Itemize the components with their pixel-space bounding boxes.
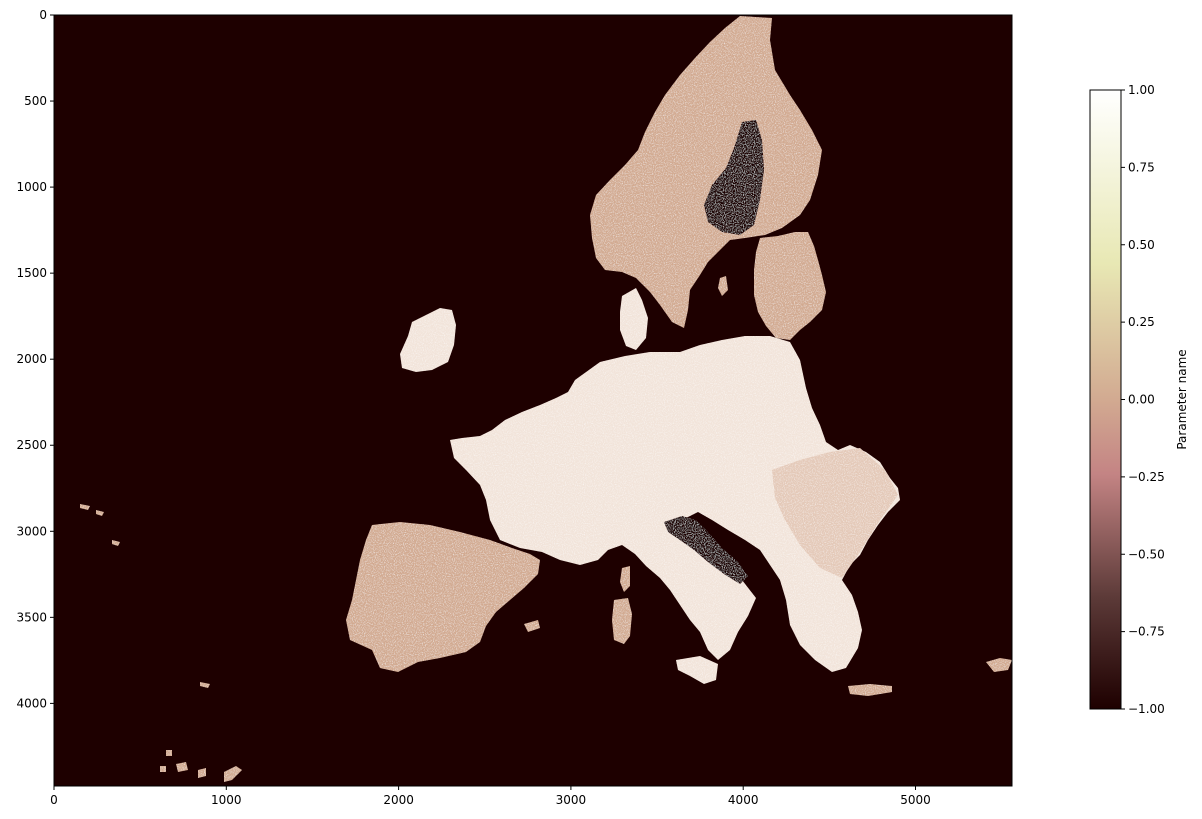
- colorbar-label: Parameter name: [1175, 349, 1189, 449]
- y-tick-label: 1000: [16, 180, 47, 194]
- landmass-baltic-island: [718, 276, 728, 296]
- landmass-madeira: [200, 682, 210, 688]
- colorbar-tick-label: 0.25: [1128, 315, 1155, 329]
- colorbar-ticks: 1.00 0.75 0.50 0.25 0.00 −0.25 −0.50 −0.75 −1.00: [1121, 83, 1165, 716]
- landmass-crete: [848, 684, 892, 696]
- landmass-iberia: [346, 522, 540, 672]
- x-tick-label: 1000: [211, 793, 242, 807]
- landmass-balearic: [524, 620, 540, 632]
- landmass-azores-4: [166, 750, 172, 756]
- landmass-azores-2: [96, 510, 104, 516]
- landmass-scandinavia: [590, 16, 822, 328]
- y-tick-label: 2500: [16, 438, 47, 452]
- y-tick-label: 0: [39, 8, 47, 22]
- landmass-sardinia: [612, 598, 632, 644]
- y-tick-label: 500: [24, 94, 47, 108]
- water-gulf-of-bothnia: [704, 120, 764, 235]
- colorbar-tick-label: −1.00: [1128, 702, 1165, 716]
- colorbar-tick-label: −0.50: [1128, 547, 1165, 561]
- water-adriatic: [664, 516, 748, 584]
- y-tick-label: 1500: [16, 266, 47, 280]
- landmass-corsica: [620, 566, 630, 592]
- colorbar-tick-label: 1.00: [1128, 83, 1155, 97]
- x-tick-label: 4000: [728, 793, 759, 807]
- x-tick-label: 5000: [900, 793, 931, 807]
- y-tick-label: 2000: [16, 352, 47, 366]
- landmass-canary-4: [160, 766, 166, 772]
- landmass-azores-1: [80, 504, 90, 510]
- landmass-denmark: [620, 288, 648, 350]
- landmass-continental-europe: [450, 336, 900, 672]
- y-tick-label: 3000: [16, 524, 47, 538]
- landmass-sicily: [676, 656, 718, 684]
- colorbar-tick-label: 0.00: [1128, 393, 1155, 407]
- colorbar: [1089, 89, 1122, 710]
- x-axis: 0 1000 2000 3000 4000 5000: [50, 786, 931, 807]
- y-tick-label: 3500: [16, 610, 47, 624]
- landmass-finland-baltics: [754, 232, 826, 340]
- x-tick-label: 2000: [383, 793, 414, 807]
- y-tick-label: 4000: [16, 696, 47, 710]
- landmass-canary-1: [198, 768, 206, 778]
- landmass-ireland: [400, 308, 456, 372]
- y-axis: 0 500 1000 1500 2000 2500 3000 3500 4000: [16, 8, 54, 710]
- landmass-azores-3: [112, 540, 120, 546]
- colorbar-tick-label: −0.75: [1128, 625, 1165, 639]
- colorbar-tick-label: −0.25: [1128, 470, 1165, 484]
- plot-frame: [53, 14, 1013, 787]
- x-tick-label: 3000: [556, 793, 587, 807]
- colorbar-tick-label: 0.50: [1128, 238, 1155, 252]
- landmass-cyprus: [986, 658, 1012, 672]
- landmass-canary-3: [224, 766, 242, 782]
- map-background: [54, 15, 1012, 786]
- land-masses: [80, 16, 1012, 782]
- colorbar-tick-label: 0.75: [1128, 160, 1155, 174]
- landmass-balkans: [772, 448, 898, 578]
- x-tick-label: 0: [50, 793, 58, 807]
- landmass-canary-2: [176, 762, 188, 772]
